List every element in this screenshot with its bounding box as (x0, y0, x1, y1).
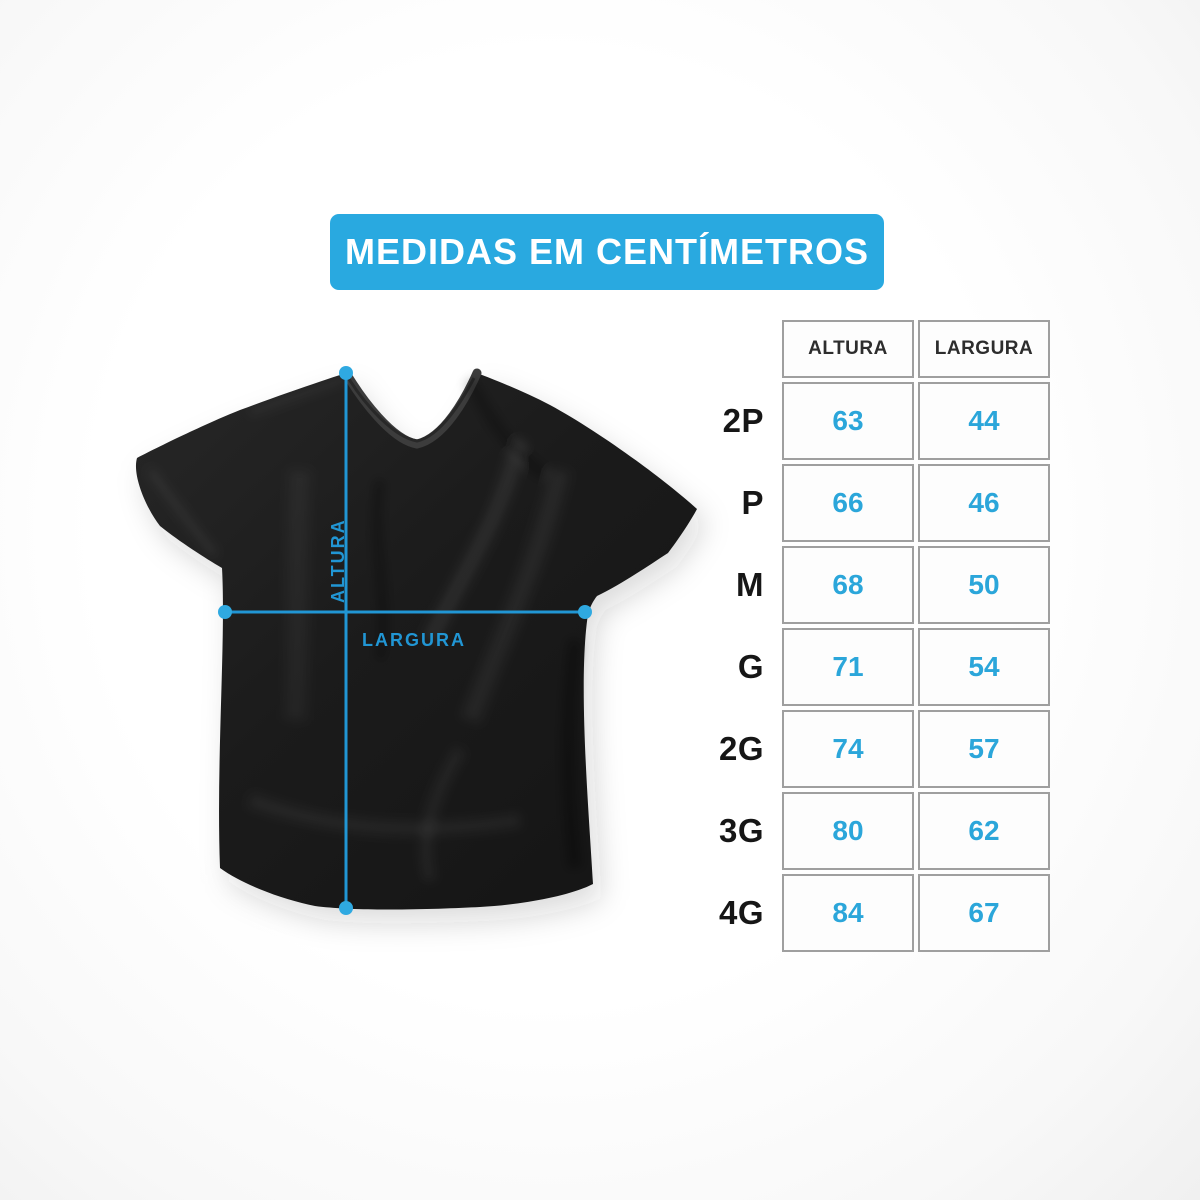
size-label: P (741, 484, 764, 521)
largura-value-cell: 62 (918, 792, 1050, 870)
size-label: M (736, 566, 764, 603)
altura-value-cell: 66 (782, 464, 914, 542)
size-table: ALTURA LARGURA 2P 63 44 P 66 46 M 68 50 … (702, 320, 1050, 952)
largura-value-cell: 44 (918, 382, 1050, 460)
title-banner-label: MEDIDAS EM CENTÍMETROS (344, 231, 869, 272)
measure-dot-right (578, 605, 592, 619)
altura-label: ALTURA (328, 518, 348, 603)
altura-value-cell: 84 (782, 874, 914, 952)
column-header-largura: LARGURA (918, 320, 1050, 378)
tshirt-image (135, 368, 697, 910)
size-label: 4G (718, 894, 764, 931)
measure-dot-left (218, 605, 232, 619)
size-label: 3G (718, 812, 764, 849)
largura-value-cell: 50 (918, 546, 1050, 624)
altura-value-cell: 80 (782, 792, 914, 870)
altura-value-cell: 63 (782, 382, 914, 460)
measurement-overlay: ALTURA LARGURA (218, 366, 592, 915)
largura-value-cell: 57 (918, 710, 1050, 788)
title-banner: MEDIDAS EM CENTÍMETROS (330, 214, 884, 290)
size-label: G (737, 648, 764, 685)
largura-value-cell: 54 (918, 628, 1050, 706)
size-label: 2G (718, 730, 764, 767)
largura-value-cell: 67 (918, 874, 1050, 952)
measure-dot-top (339, 366, 353, 380)
altura-value-cell: 74 (782, 710, 914, 788)
altura-value-cell: 71 (782, 628, 914, 706)
altura-value-cell: 68 (782, 546, 914, 624)
column-header-altura: ALTURA (782, 320, 914, 378)
measure-dot-bottom (339, 901, 353, 915)
table-corner-cell (702, 320, 778, 378)
fabric-wrinkles (147, 375, 582, 882)
largura-value-cell: 46 (918, 464, 1050, 542)
largura-label: LARGURA (362, 630, 466, 650)
size-label: 2P (722, 402, 764, 439)
